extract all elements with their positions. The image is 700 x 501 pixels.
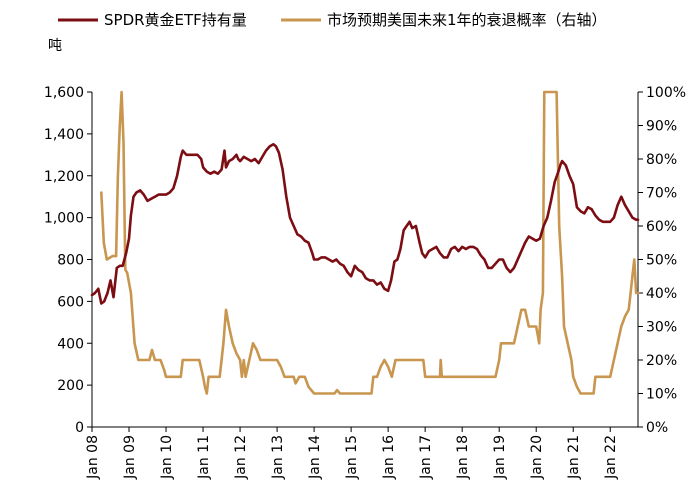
series-line-spdr xyxy=(90,143,640,305)
right-tick-label: 70% xyxy=(646,186,677,202)
x-tick-label: Jan 17 xyxy=(418,435,434,480)
left-tick-label: 0 xyxy=(75,420,84,436)
left-tick-label: 1,200 xyxy=(44,169,84,185)
right-tick-label: 60% xyxy=(646,219,677,235)
left-tick-label: 1,600 xyxy=(44,85,84,101)
left-tick-label: 1,400 xyxy=(44,127,84,143)
right-tick-label: 90% xyxy=(646,119,677,135)
x-tick-label: Jan 21 xyxy=(566,435,582,480)
x-tick-label: Jan 16 xyxy=(381,435,397,480)
x-tick-label: Jan 20 xyxy=(529,435,545,480)
series-line-recession-probability xyxy=(100,90,640,395)
left-tick-label: 800 xyxy=(57,253,84,269)
x-tick-label: Jan 09 xyxy=(122,435,138,480)
x-tick-label: Jan 15 xyxy=(344,435,360,480)
right-axis-ticks: 0% 10% 20% 30% 40% 50% 60% 70% 80% 90% 100% xyxy=(638,85,686,436)
left-axis-ticks: 0 200 400 600 800 1,000 1,200 1,400 1,600 xyxy=(44,85,92,436)
x-tick-label: Jan 11 xyxy=(196,435,212,480)
left-axis-unit: 吨 xyxy=(48,38,62,54)
x-tick-label: Jan 13 xyxy=(270,435,286,480)
x-tick-label: Jan 10 xyxy=(159,435,175,480)
right-tick-label: 20% xyxy=(646,353,677,369)
left-tick-label: 600 xyxy=(57,294,84,310)
x-axis-ticks: Jan 08 Jan 09 Jan 10 Jan 11 Jan 12 Jan 13 Jan … xyxy=(85,427,619,480)
right-tick-label: 100% xyxy=(646,85,686,101)
legend: SPDR黄金ETF持有量 市场预期美国未来1年的衰退概率（右轴） xyxy=(58,11,607,29)
legend-label-recession: 市场预期美国未来1年的衰退概率（右轴） xyxy=(327,11,607,29)
x-tick-label: Jan 18 xyxy=(455,435,471,480)
right-tick-label: 10% xyxy=(646,387,677,403)
x-tick-label: Jan 14 xyxy=(307,435,323,480)
legend-label-spdr: SPDR黄金ETF持有量 xyxy=(104,11,247,29)
left-tick-label: 200 xyxy=(57,378,84,394)
x-tick-label: Jan 08 xyxy=(85,435,101,480)
right-tick-label: 30% xyxy=(646,320,677,336)
left-tick-label: 400 xyxy=(57,336,84,352)
series-layer xyxy=(90,90,640,395)
x-tick-label: Jan 12 xyxy=(233,435,249,480)
x-tick-label: Jan 19 xyxy=(492,435,508,480)
x-tick-label: Jan 22 xyxy=(603,435,619,480)
right-tick-label: 80% xyxy=(646,152,677,168)
right-tick-label: 40% xyxy=(646,286,677,302)
right-tick-label: 0% xyxy=(646,420,668,436)
right-tick-label: 50% xyxy=(646,253,677,269)
left-tick-label: 1,000 xyxy=(44,211,84,227)
